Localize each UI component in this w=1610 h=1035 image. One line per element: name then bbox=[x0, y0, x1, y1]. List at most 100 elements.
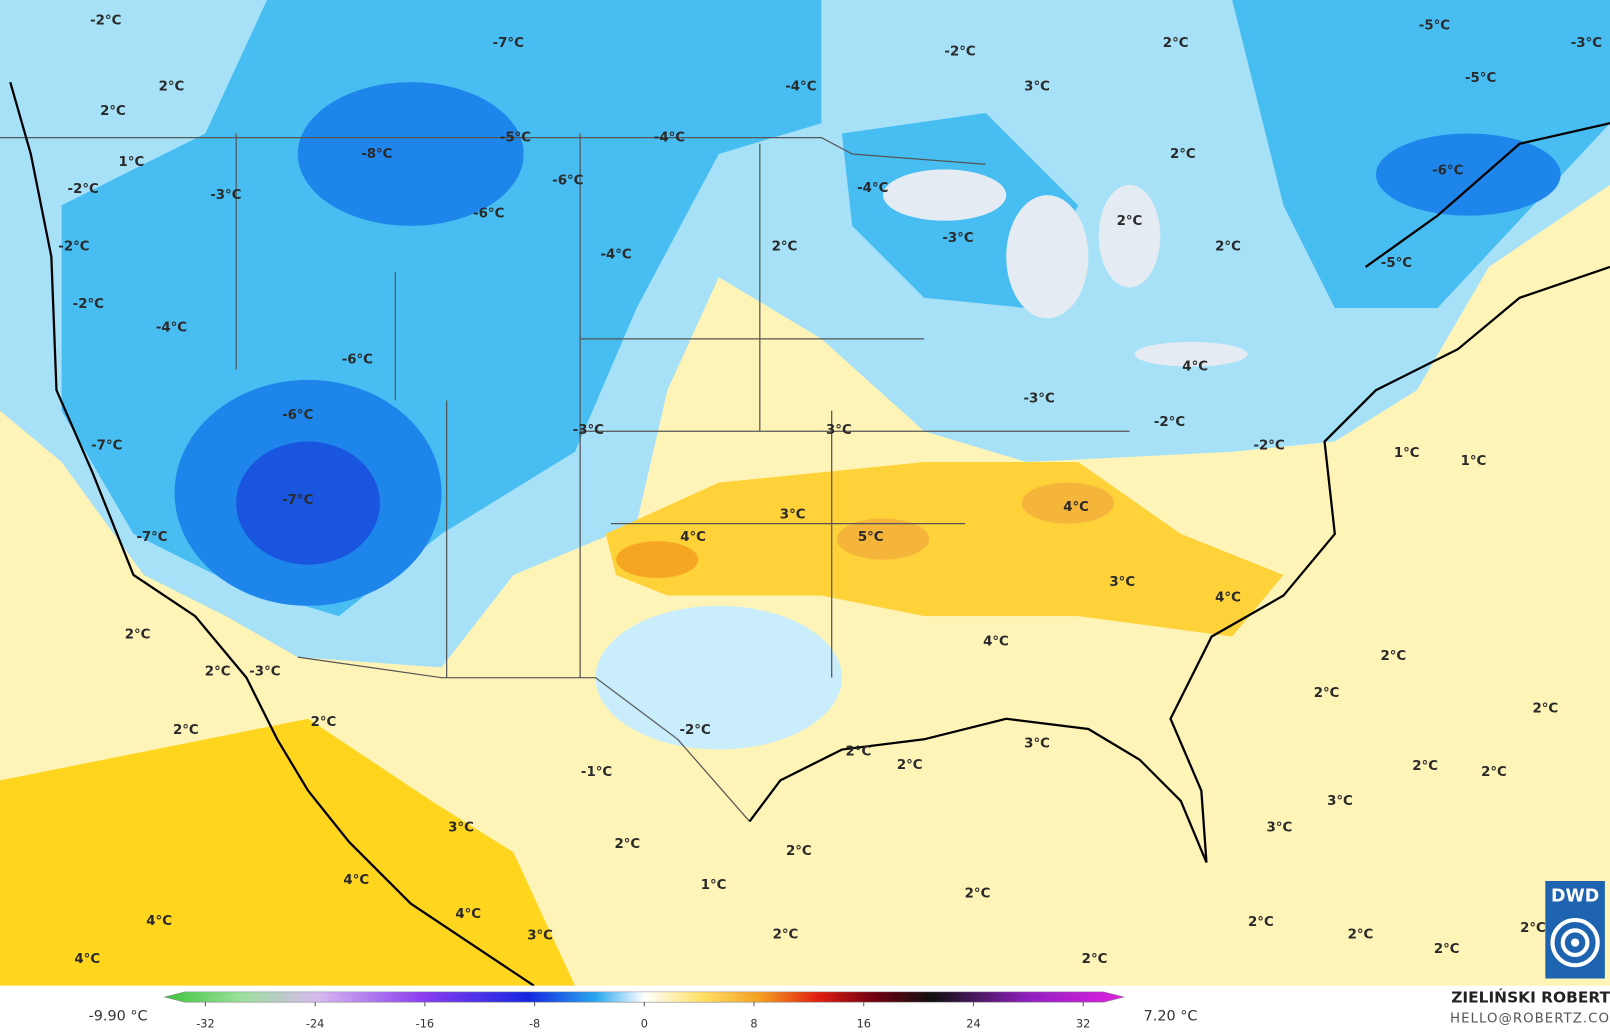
temperature-label: -6°C bbox=[473, 207, 504, 222]
temperature-label: -2°C bbox=[1253, 439, 1284, 454]
temperature-label: -8°C bbox=[361, 147, 392, 162]
dwd-logo: DWD bbox=[1545, 880, 1605, 979]
temperature-label: 3°C bbox=[780, 507, 806, 522]
colorbar-tick-label: 16 bbox=[857, 1018, 871, 1031]
colorbar-max: 7.20 °C bbox=[1144, 1009, 1198, 1025]
temperature-label: 1°C bbox=[701, 878, 727, 893]
temperature-label: 4°C bbox=[343, 873, 369, 888]
temperature-label: -4°C bbox=[654, 131, 685, 146]
temperature-label: 2°C bbox=[1170, 147, 1196, 162]
logo-spiral bbox=[1570, 938, 1580, 947]
temperature-label: 4°C bbox=[146, 914, 172, 929]
temperature-label: 3°C bbox=[1024, 79, 1050, 94]
colorbar-min: -9.90 °C bbox=[89, 1009, 148, 1025]
temperature-label: 2°C bbox=[1348, 927, 1374, 942]
temperature-label: -4°C bbox=[785, 79, 816, 94]
temperature-label: -3°C bbox=[1571, 36, 1602, 51]
colorbar-tick-label: 0 bbox=[641, 1018, 648, 1031]
temperature-label: 4°C bbox=[74, 952, 100, 967]
temperature-label: 3°C bbox=[1327, 794, 1353, 809]
temperature-label: 2°C bbox=[1248, 915, 1274, 930]
temperature-label: -7°C bbox=[282, 493, 313, 508]
colorbar-tick-label: 32 bbox=[1076, 1018, 1090, 1031]
temperature-label: -5°C bbox=[1465, 71, 1496, 86]
temperature-label: 2°C bbox=[1532, 701, 1558, 716]
temperature-label: 2°C bbox=[1380, 649, 1406, 664]
temperature-label: -7°C bbox=[493, 36, 524, 51]
temperature-label: 2°C bbox=[173, 723, 199, 738]
temperature-label: 2°C bbox=[846, 745, 872, 760]
temperature-label: -3°C bbox=[573, 423, 604, 438]
temperature-label: -4°C bbox=[156, 321, 187, 336]
temperature-label: 2°C bbox=[1082, 952, 1108, 967]
colorbar: -9.90 °C 7.20 °C -32 -24 -16 -8 0 8 16 24 32 bbox=[0, 985, 1610, 1035]
temperature-label: 2°C bbox=[786, 844, 812, 859]
temperature-label: -2°C bbox=[68, 182, 99, 197]
temperature-label: 2°C bbox=[1314, 686, 1340, 701]
temperature-label: 2°C bbox=[1163, 36, 1189, 51]
temperature-label: -6°C bbox=[342, 352, 373, 367]
temperature-label: -1°C bbox=[581, 765, 612, 780]
temperature-label: -3°C bbox=[249, 665, 280, 680]
temperature-label: 3°C bbox=[826, 423, 852, 438]
temperature-label: 3°C bbox=[448, 821, 474, 836]
temperature-label: -3°C bbox=[942, 231, 973, 246]
temperature-label: -2°C bbox=[58, 239, 89, 254]
temperature-label: 4°C bbox=[983, 635, 1009, 650]
temperature-label: -2°C bbox=[90, 14, 121, 29]
temperature-label: 3°C bbox=[1109, 575, 1135, 590]
colorbar-tick-label: -24 bbox=[306, 1018, 324, 1031]
colorbar-tick-label: 8 bbox=[750, 1018, 757, 1031]
temperature-label: 2°C bbox=[159, 79, 185, 94]
credit-author: ZIELIŃSKI ROBERT bbox=[1451, 988, 1610, 1007]
temperature-label: 2°C bbox=[897, 758, 923, 773]
temperature-label: -2°C bbox=[944, 44, 975, 59]
temperature-label: 2°C bbox=[1215, 239, 1241, 254]
temperature-label: -2°C bbox=[1154, 415, 1185, 430]
temperature-label: -2°C bbox=[73, 297, 104, 312]
temperature-label: -2°C bbox=[680, 723, 711, 738]
temperature-label: 2°C bbox=[311, 715, 337, 730]
background bbox=[0, 0, 1610, 986]
temperature-label: -6°C bbox=[552, 174, 583, 189]
temperature-label: 2°C bbox=[100, 104, 126, 119]
temperature-label: 3°C bbox=[1024, 736, 1050, 751]
temperature-label: 2°C bbox=[1117, 214, 1143, 229]
colorbar-bar bbox=[164, 991, 1125, 1003]
temperature-label: -7°C bbox=[91, 439, 122, 454]
temperature-label: 2°C bbox=[1434, 942, 1460, 957]
colorbar-tick-label: -16 bbox=[416, 1018, 434, 1031]
temperature-label: 2°C bbox=[965, 886, 991, 901]
temperature-label: -5°C bbox=[500, 131, 531, 146]
temperature-label: 2°C bbox=[773, 927, 799, 942]
temperature-label: 1°C bbox=[119, 155, 145, 170]
colorbar-tick-label: -8 bbox=[529, 1018, 540, 1031]
temperature-label: 1°C bbox=[1394, 446, 1420, 461]
temperature-label: -4°C bbox=[600, 248, 631, 263]
coastline bbox=[9, 81, 1610, 987]
temperature-label: -5°C bbox=[1419, 19, 1450, 34]
temperature-label: -4°C bbox=[857, 181, 888, 196]
borders bbox=[0, 133, 1130, 822]
temperature-label: 2°C bbox=[1412, 759, 1438, 774]
temperature-label: 5°C bbox=[858, 530, 884, 545]
temperature-label: 4°C bbox=[455, 907, 481, 922]
temperature-label: 4°C bbox=[1215, 591, 1241, 606]
temperature-label: -3°C bbox=[210, 188, 241, 203]
temperature-label: 2°C bbox=[205, 665, 231, 680]
logo-text: DWD bbox=[1551, 886, 1599, 906]
temperature-label: 1°C bbox=[1461, 454, 1487, 469]
temperature-label: 3°C bbox=[1267, 821, 1293, 836]
temperature-label: -5°C bbox=[1381, 256, 1412, 271]
temperature-label: 2°C bbox=[772, 239, 798, 254]
temperature-label: -6°C bbox=[1432, 163, 1463, 178]
temperature-label: 4°C bbox=[680, 530, 706, 545]
logo-spiral bbox=[1560, 928, 1590, 957]
temperature-label: 2°C bbox=[125, 628, 151, 643]
colorbar-tick-label: -32 bbox=[196, 1018, 214, 1031]
credit-email: HELLO@ROBERTZ.CO bbox=[1450, 1012, 1610, 1027]
temperature-label: -3°C bbox=[1023, 391, 1054, 406]
temperature-label: 4°C bbox=[1063, 500, 1089, 515]
